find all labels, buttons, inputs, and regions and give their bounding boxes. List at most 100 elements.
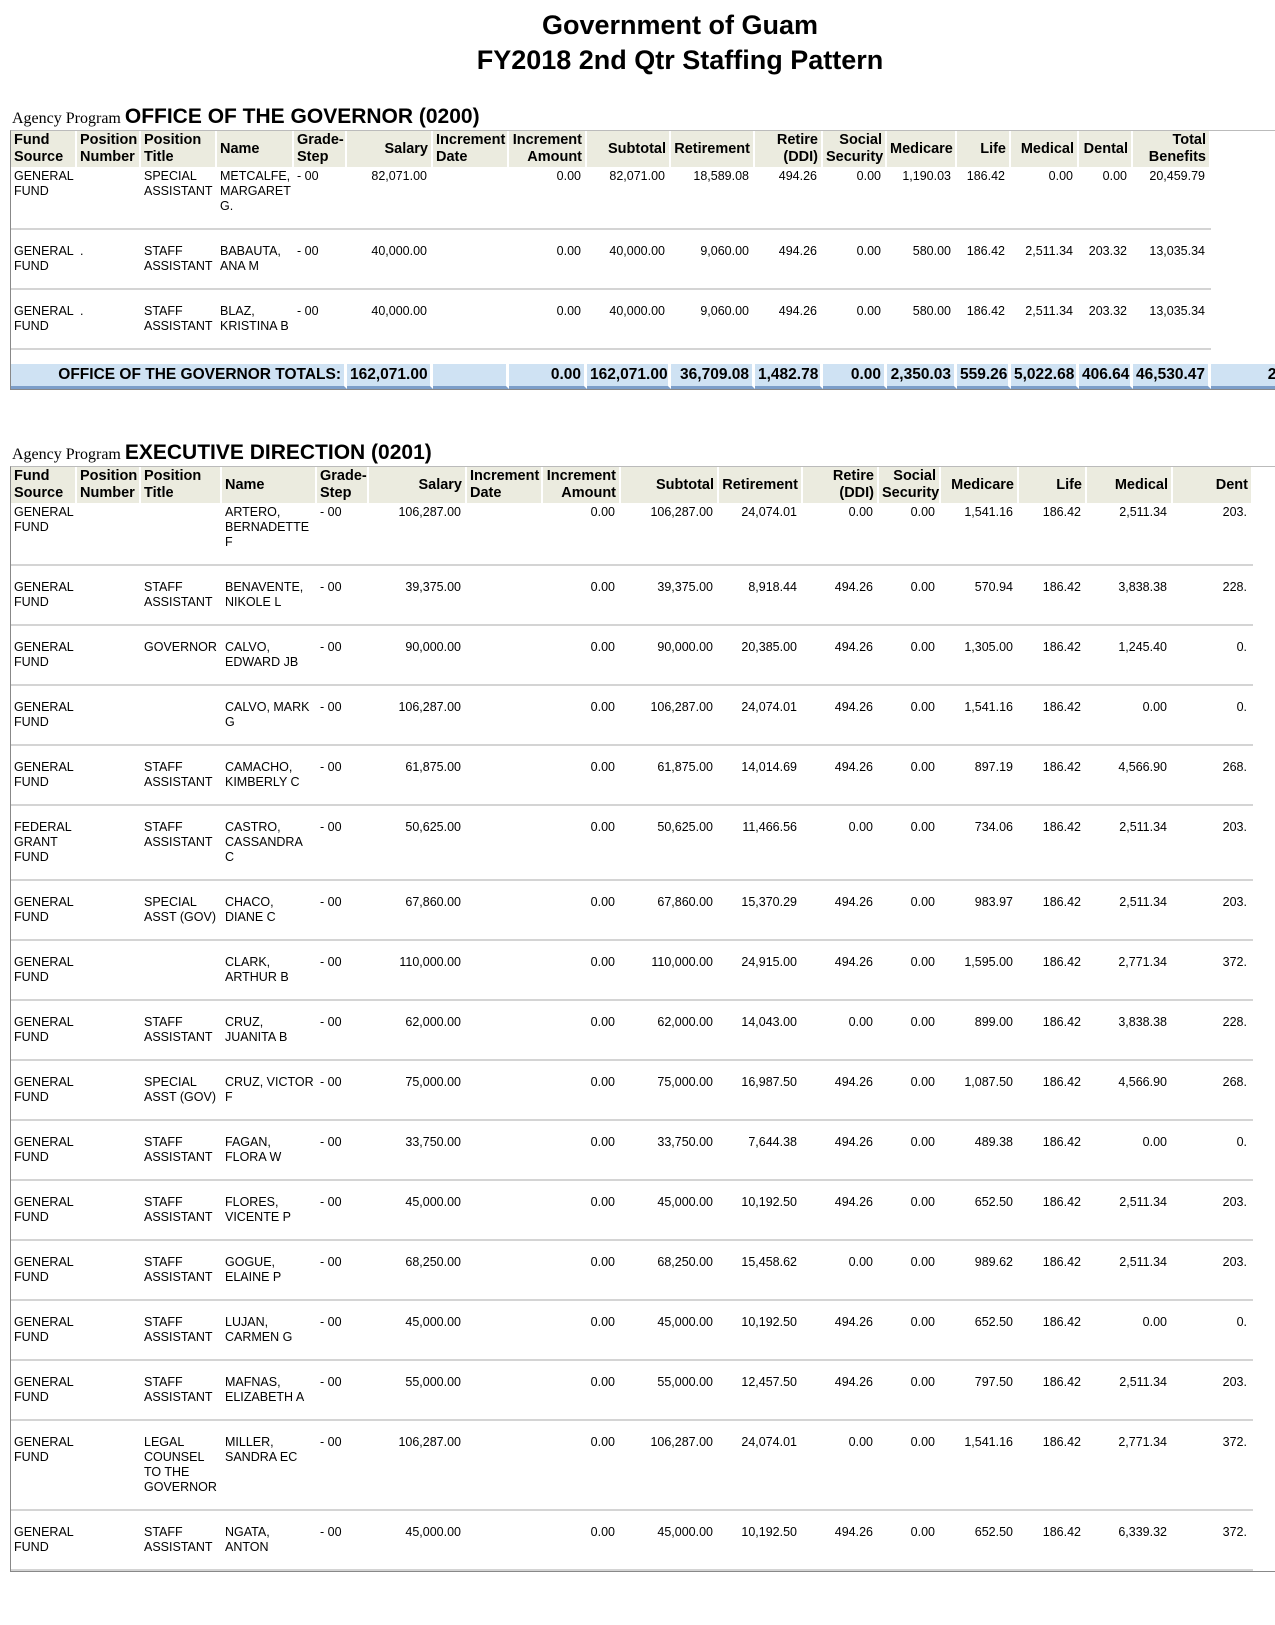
cell: 14,043.00 xyxy=(719,1001,803,1061)
cell: 0. xyxy=(1173,1301,1253,1361)
header-row: Fund Source Position Number Position Title… xyxy=(11,131,1275,167)
cell: 0.00 xyxy=(879,1511,941,1571)
totals-cell: 20 xyxy=(1211,350,1275,389)
cell: 68,250.00 xyxy=(369,1241,467,1301)
cell: GOVERNOR xyxy=(141,626,222,686)
cell: - 00 xyxy=(317,1301,369,1361)
cell xyxy=(467,1361,543,1421)
cell: 106,287.00 xyxy=(621,686,719,746)
cell: 0.00 xyxy=(823,167,887,230)
cell: STAFF ASSISTANT xyxy=(141,806,222,881)
cell: SPECIAL ASST (GOV) xyxy=(141,1061,222,1121)
cell: 2,511.34 xyxy=(1087,881,1173,941)
cell: 40,000.00 xyxy=(347,290,433,350)
cell: SPECIAL ASSISTANT xyxy=(141,167,217,230)
cell: 0.00 xyxy=(879,1001,941,1061)
cell: STAFF ASSISTANT xyxy=(141,1121,222,1181)
cell: 61,875.00 xyxy=(621,746,719,806)
cell: . xyxy=(77,290,141,350)
agency-program: Agency Program EXECUTIVE DIRECTION (0201) xyxy=(12,440,1275,466)
cell: 494.26 xyxy=(803,1361,879,1421)
cell: 0.00 xyxy=(509,290,587,350)
cell: GENERAL FUND xyxy=(11,1001,77,1061)
cell: 90,000.00 xyxy=(621,626,719,686)
cell: 186.42 xyxy=(1019,1421,1087,1511)
cell: 9,060.00 xyxy=(671,230,755,290)
cell: - 00 xyxy=(317,1001,369,1061)
cell: 0.00 xyxy=(879,881,941,941)
cell xyxy=(433,167,509,230)
cell: 40,000.00 xyxy=(587,290,671,350)
cell xyxy=(77,941,141,1001)
cell: 734.06 xyxy=(941,806,1019,881)
cell: 186.42 xyxy=(1019,881,1087,941)
staff-row: GENERAL FUND LEGAL COUNSEL TO THE GOVERNO… xyxy=(11,1421,1253,1511)
cell xyxy=(141,941,222,1001)
cell: 0.00 xyxy=(543,1421,621,1511)
cell: - 00 xyxy=(317,1361,369,1421)
cell: GENERAL FUND xyxy=(11,566,77,626)
cell: 186.42 xyxy=(1019,1121,1087,1181)
column-header: Social Security xyxy=(879,467,941,503)
cell: 0.00 xyxy=(543,686,621,746)
staff-row: GENERAL FUND STAFF ASSISTANT BENAVENTE, NI… xyxy=(11,566,1253,626)
cell: GENERAL FUND xyxy=(11,1511,77,1571)
cell: LUJAN, CARMEN G xyxy=(222,1301,317,1361)
totals-cell: 559.26 xyxy=(957,350,1011,389)
cell: 0.00 xyxy=(803,1241,879,1301)
cell: 6,339.32 xyxy=(1087,1511,1173,1571)
cell: STAFF ASSISTANT xyxy=(141,1241,222,1301)
totals-cell: 406.64 xyxy=(1079,350,1133,389)
cell: 0.00 xyxy=(543,1511,621,1571)
column-header: Position Title xyxy=(141,467,222,503)
column-header: Name xyxy=(222,467,317,503)
totals-cell: 0.00 xyxy=(823,350,887,389)
cell: GENERAL FUND xyxy=(11,230,77,290)
staff-row: GENERAL FUND. STAFF ASSISTANT BABAUTA, ANA… xyxy=(11,230,1275,290)
cell: 186.42 xyxy=(1019,1301,1087,1361)
cell: 4,566.90 xyxy=(1087,746,1173,806)
cell xyxy=(77,1361,141,1421)
cell: 0.00 xyxy=(879,1241,941,1301)
staff-row: GENERAL FUND. STAFF ASSISTANT BLAZ, KRISTI… xyxy=(11,290,1275,350)
cell: 67,860.00 xyxy=(621,881,719,941)
cell xyxy=(467,881,543,941)
cell: - 00 xyxy=(317,1241,369,1301)
cell: 0.00 xyxy=(803,1421,879,1511)
cell: 186.42 xyxy=(957,290,1011,350)
cell: 186.42 xyxy=(1019,1361,1087,1421)
cell: 67,860.00 xyxy=(369,881,467,941)
cell: LEGAL COUNSEL TO THE GOVERNOR xyxy=(141,1421,222,1511)
column-header: Dent xyxy=(1173,467,1253,503)
cell: 0. xyxy=(1173,626,1253,686)
column-header: Increment Date xyxy=(467,467,543,503)
cell: 203. xyxy=(1173,806,1253,881)
cell: CHACO, DIANE C xyxy=(222,881,317,941)
cell: FLORES, VICENTE P xyxy=(222,1181,317,1241)
column-header: Increment Amount xyxy=(509,131,587,167)
cell: 10,192.50 xyxy=(719,1301,803,1361)
cell: CLARK, ARTHUR B xyxy=(222,941,317,1001)
cell: 0.00 xyxy=(543,1241,621,1301)
cell: 20,385.00 xyxy=(719,626,803,686)
cell: 0.00 xyxy=(543,746,621,806)
cell: GENERAL FUND xyxy=(11,1181,77,1241)
cell xyxy=(467,1511,543,1571)
cell: 0.00 xyxy=(823,290,887,350)
cell: 3,838.38 xyxy=(1087,1001,1173,1061)
cell: - 00 xyxy=(294,230,347,290)
column-header: Increment Date xyxy=(433,131,509,167)
cell: 570.94 xyxy=(941,566,1019,626)
cell: 14,014.69 xyxy=(719,746,803,806)
column-header: Subtotal xyxy=(587,131,671,167)
cell xyxy=(77,1061,141,1121)
staff-row: GENERAL FUND CALVO, MARK G- 00 106,287.00 0… xyxy=(11,686,1253,746)
staff-row: GENERAL FUND STAFF ASSISTANT CRUZ, JUANITA… xyxy=(11,1001,1253,1061)
agency-label: Agency Program xyxy=(12,110,121,127)
staff-row: GENERAL FUND STAFF ASSISTANT LUJAN, CARMEN… xyxy=(11,1301,1253,1361)
cell: 186.42 xyxy=(1019,1001,1087,1061)
cell: 4,566.90 xyxy=(1087,1061,1173,1121)
cell: CRUZ, JUANITA B xyxy=(222,1001,317,1061)
column-header: Subtotal xyxy=(621,467,719,503)
cell: GENERAL FUND xyxy=(11,1241,77,1301)
